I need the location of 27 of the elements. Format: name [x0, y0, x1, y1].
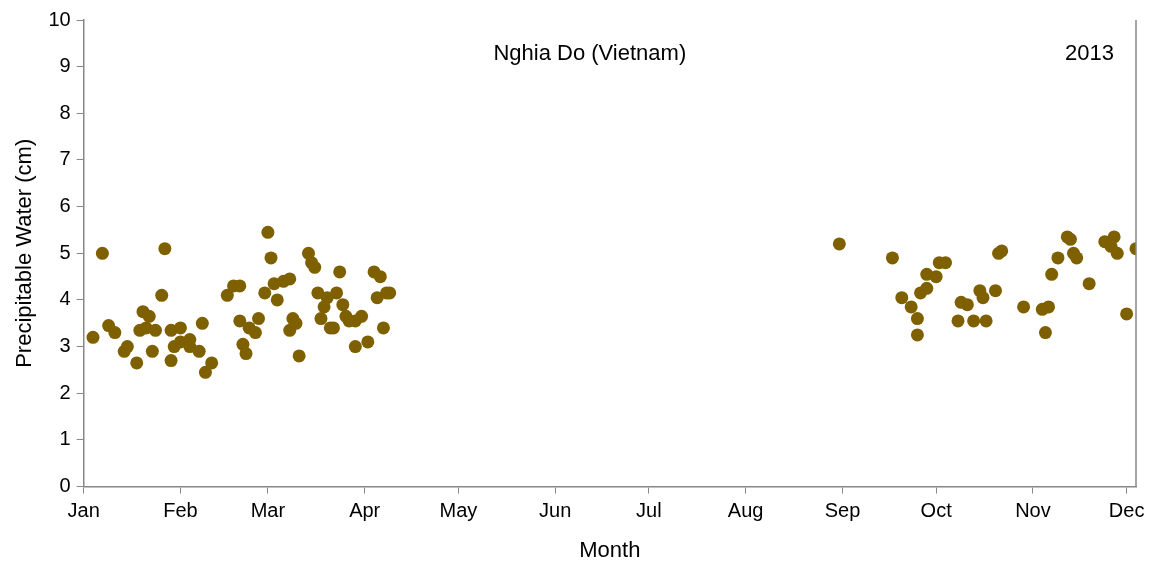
x-tick-label: Aug [727, 499, 764, 522]
y-tick-label: 7 [59, 147, 71, 170]
y-axis-title: Precipitable Water (cm) [11, 138, 37, 368]
x-tick-label: May [439, 499, 478, 522]
x-tick-label: Sep [824, 499, 861, 522]
annotation: Nghia Do (Vietnam) [493, 40, 687, 66]
y-tick-label: 5 [59, 240, 71, 263]
x-tick-label: Mar [250, 499, 286, 522]
y-tick-label: 3 [59, 334, 71, 357]
x-tick-label: Jun [539, 499, 572, 522]
y-tick-label: 9 [59, 54, 71, 77]
y-tick-label: 1 [59, 427, 71, 450]
x-tick-label: Jul [636, 499, 662, 522]
y-tick-label: 2 [59, 380, 71, 403]
y-tick-label: 10 [48, 7, 71, 30]
y-tick-label: 6 [59, 194, 71, 217]
x-tick-label: Nov [1015, 499, 1051, 522]
y-tick-label: 0 [59, 474, 71, 497]
x-axis-title: Month [579, 536, 641, 562]
x-tick-label: Dec [1108, 499, 1145, 522]
x-tick-label: Feb [163, 499, 198, 522]
y-tick-label: 4 [59, 287, 71, 310]
x-tick-label: Jan [67, 499, 100, 522]
annotation: 2013 [1065, 40, 1114, 66]
x-tick-label: Oct [920, 499, 953, 522]
x-tick-label: Apr [349, 499, 381, 522]
y-tick-label: 8 [59, 100, 71, 123]
